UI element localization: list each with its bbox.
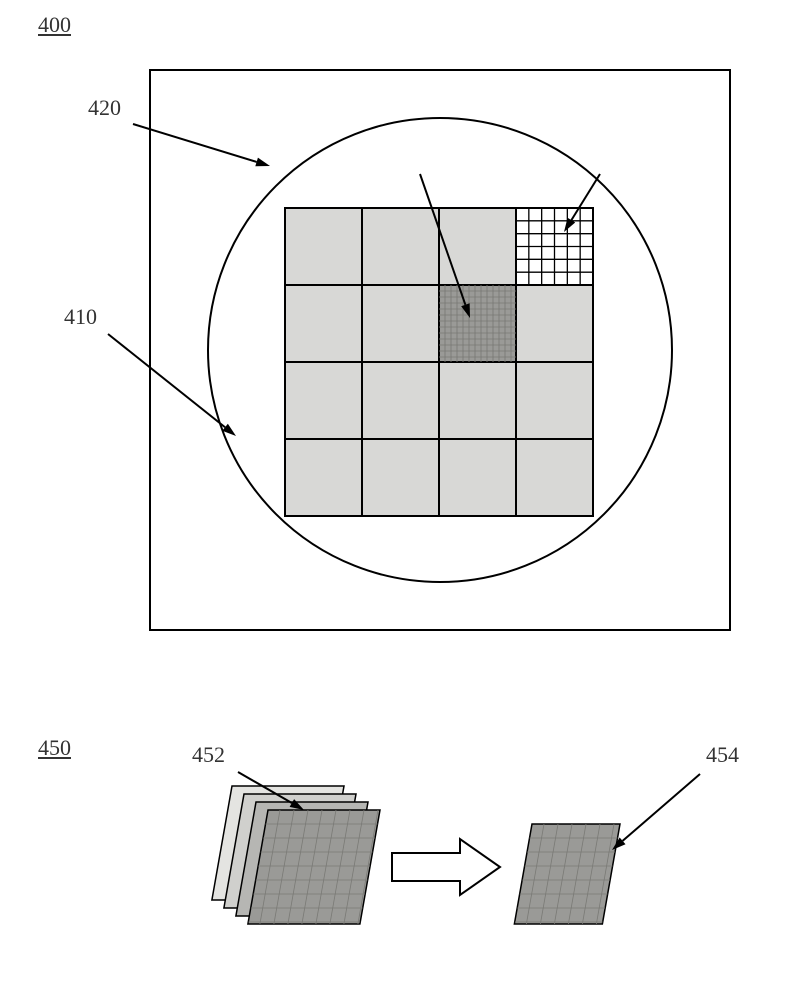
grid-cell [285, 208, 362, 285]
grid-cell [362, 362, 439, 439]
grid-cell [362, 285, 439, 362]
grid-cell [285, 439, 362, 516]
grid-cell [516, 439, 593, 516]
grid-cell [362, 208, 439, 285]
grid-cell [516, 285, 593, 362]
grid-cell [439, 208, 516, 285]
grid-cell [285, 362, 362, 439]
block-arrow [392, 839, 500, 895]
grid-cell [285, 285, 362, 362]
grid-cell [362, 439, 439, 516]
stack-452 [134, 786, 392, 924]
cell-412 [516, 208, 593, 285]
grid-cell [439, 362, 516, 439]
grid-cell [516, 362, 593, 439]
grid-cell [439, 439, 516, 516]
cell-411 [439, 285, 516, 362]
diagram-canvas [0, 0, 798, 1000]
